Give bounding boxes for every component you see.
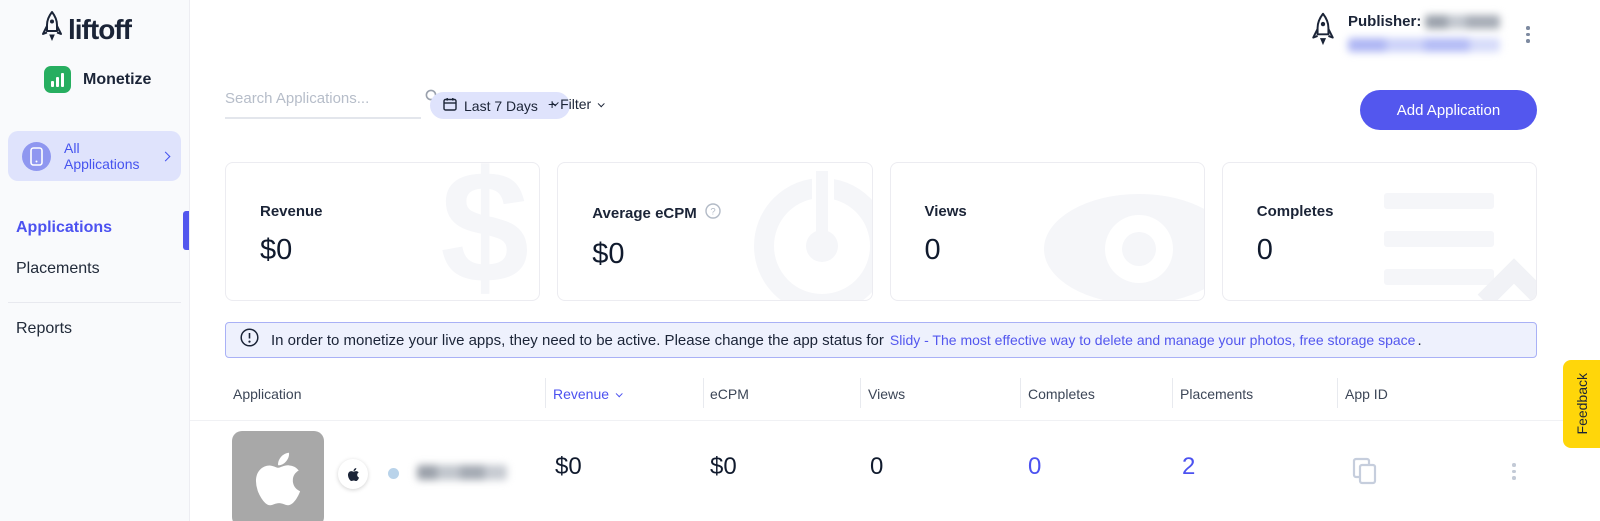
banner-suffix: . xyxy=(1417,331,1422,349)
stat-cards: $ Revenue $0 Average eCPM xyxy=(225,162,1537,301)
column-header-placements: Placements xyxy=(1180,386,1254,402)
alert-icon xyxy=(240,328,259,352)
active-indicator xyxy=(183,211,189,250)
column-header-ecpm: eCPM xyxy=(710,386,749,402)
phone-icon xyxy=(22,141,51,171)
app-selector[interactable]: All Applications xyxy=(8,131,181,181)
copy-appid-icon[interactable] xyxy=(1352,457,1378,490)
date-range-label: Last 7 Days xyxy=(464,97,538,114)
column-divider xyxy=(703,378,704,408)
row-menu-button[interactable] xyxy=(1508,459,1520,484)
rocket-icon xyxy=(1310,8,1336,57)
table-header: Application Revenue eCPM Views Completes… xyxy=(190,380,1600,410)
add-application-button[interactable]: Add Application xyxy=(1360,90,1537,130)
feedback-tab[interactable]: Feedback xyxy=(1563,360,1600,448)
stat-value: $0 xyxy=(260,234,293,266)
stat-label: Average eCPM xyxy=(592,205,697,222)
column-divider xyxy=(860,378,861,408)
svg-text:?: ? xyxy=(710,206,715,217)
sort-chevron-down-icon xyxy=(615,390,623,398)
stat-label: Views xyxy=(924,203,967,220)
bar-chart-icon xyxy=(44,66,71,93)
apple-logo-icon xyxy=(255,452,301,506)
sidebar-item-placements[interactable]: Placements xyxy=(16,260,100,277)
apple-logo-icon xyxy=(347,467,359,481)
sidebar-item-applications[interactable]: Applications xyxy=(16,219,113,236)
product-label: Monetize xyxy=(44,66,151,93)
date-range-dropdown[interactable]: Last 7 Days xyxy=(430,92,570,119)
stat-value: 0 xyxy=(1256,234,1273,266)
status-dot xyxy=(388,468,399,479)
publisher-label: Publisher: xyxy=(1348,13,1422,30)
stat-card-completes: Completes 0 xyxy=(1221,162,1537,301)
main-content: Publisher: xyxy=(190,0,1600,521)
publisher-name-redacted xyxy=(1425,14,1501,29)
stat-value: $0 xyxy=(592,238,625,270)
dollar-watermark-icon: $ xyxy=(440,162,530,301)
column-divider xyxy=(1020,378,1021,408)
stat-label: Revenue xyxy=(260,203,323,220)
app-artwork xyxy=(232,431,324,521)
cell-placements-link[interactable]: 2 xyxy=(1182,453,1196,480)
column-header-views: Views xyxy=(868,386,906,402)
app-selector-label: All Applications xyxy=(64,140,140,172)
sidebar-divider xyxy=(8,302,181,303)
app-name-redacted xyxy=(417,465,507,480)
cell-completes-link[interactable]: 0 xyxy=(1028,453,1042,480)
column-header-revenue-sorted[interactable]: Revenue xyxy=(553,386,623,402)
calendar-icon xyxy=(443,97,457,114)
ios-platform-badge xyxy=(338,459,368,489)
liftoff-target-watermark-icon xyxy=(712,163,872,300)
help-icon[interactable]: ? xyxy=(705,203,721,224)
sidebar: liftoff Monetize All Applications Applic… xyxy=(0,0,190,521)
cell-revenue: $0 xyxy=(555,453,582,480)
column-header-application: Application xyxy=(233,386,302,402)
publisher-email-redacted xyxy=(1348,38,1500,52)
logo-wordmark: liftoff xyxy=(68,13,132,45)
search-field xyxy=(225,88,439,119)
column-divider xyxy=(1337,378,1338,408)
column-divider xyxy=(1172,378,1173,408)
filter-dropdown[interactable]: + Filter xyxy=(548,96,605,112)
rocket-icon xyxy=(40,10,64,49)
banner-app-link[interactable]: Slidy - The most effective way to delete… xyxy=(889,332,1416,348)
stat-card-revenue: $ Revenue $0 xyxy=(225,162,541,301)
stat-card-views: Views 0 xyxy=(889,162,1205,301)
publisher-block: Publisher: xyxy=(1310,8,1501,57)
chevron-down-icon xyxy=(597,100,605,108)
sidebar-item-reports[interactable]: Reports xyxy=(16,320,73,337)
banner-text: In order to monetize your live apps, the… xyxy=(271,331,884,349)
cell-views: 0 xyxy=(870,453,884,480)
stat-label: Completes xyxy=(1256,203,1334,220)
liftoff-logo: liftoff xyxy=(40,10,132,49)
publisher-menu-button[interactable] xyxy=(1522,22,1534,47)
stat-card-ecpm: Average eCPM ? $0 xyxy=(557,162,873,301)
column-header-completes: Completes xyxy=(1028,386,1095,402)
column-header-appid: App ID xyxy=(1345,386,1388,402)
column-divider xyxy=(545,378,546,408)
table-row[interactable]: $0 $0 0 0 2 xyxy=(190,420,1580,521)
stat-value: 0 xyxy=(924,234,941,266)
status-banner: In order to monetize your live apps, the… xyxy=(225,322,1537,358)
chevron-right-icon xyxy=(160,151,171,161)
cell-ecpm: $0 xyxy=(710,453,737,480)
search-input[interactable] xyxy=(225,90,424,107)
